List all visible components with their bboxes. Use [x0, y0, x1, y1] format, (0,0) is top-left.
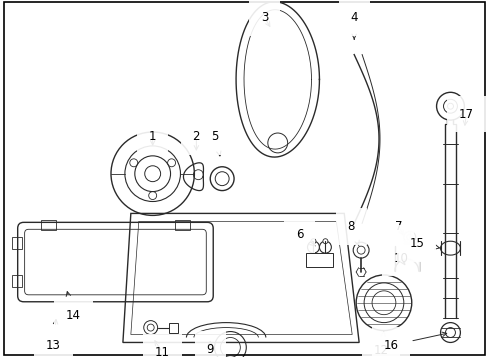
Text: 16: 16 — [383, 332, 446, 352]
Text: 3: 3 — [261, 12, 269, 26]
Text: 1: 1 — [149, 130, 156, 145]
Text: 17: 17 — [458, 108, 473, 125]
Text: 9: 9 — [206, 341, 214, 356]
Text: 4: 4 — [350, 12, 357, 39]
Text: 8: 8 — [347, 220, 358, 245]
Circle shape — [322, 239, 327, 244]
Circle shape — [310, 239, 315, 244]
Text: 5: 5 — [211, 130, 221, 156]
Text: 11: 11 — [155, 341, 170, 359]
Text: 2: 2 — [192, 130, 200, 150]
Text: 6: 6 — [295, 228, 315, 246]
Text: 13: 13 — [46, 320, 61, 352]
Text: 7: 7 — [394, 220, 402, 235]
Text: 10: 10 — [393, 252, 407, 265]
Text: 15: 15 — [408, 237, 439, 250]
Text: 14: 14 — [65, 292, 81, 322]
Text: 12: 12 — [373, 332, 387, 357]
